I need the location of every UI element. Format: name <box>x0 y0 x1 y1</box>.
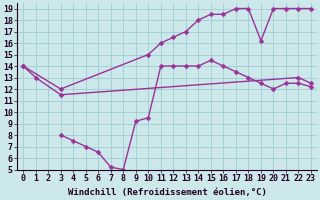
X-axis label: Windchill (Refroidissement éolien,°C): Windchill (Refroidissement éolien,°C) <box>68 188 267 197</box>
